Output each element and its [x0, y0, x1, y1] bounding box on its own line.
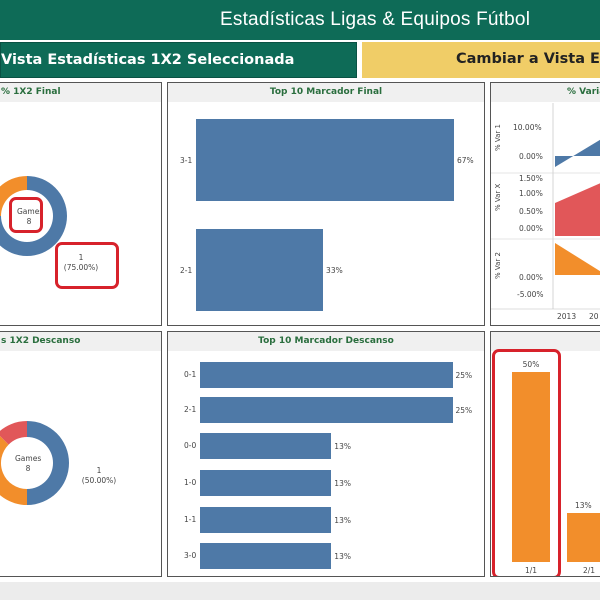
slice-percentage: (75.00%)	[63, 263, 99, 272]
value-label: 33%	[326, 266, 343, 275]
category-label: 0-0	[184, 441, 197, 450]
panel-title: Top 10 Marcador Descanso	[168, 332, 484, 351]
panel-title	[491, 332, 600, 351]
bar[interactable]	[196, 229, 324, 311]
y-tick: 1.50%	[519, 174, 543, 183]
x-tick: 2013	[557, 312, 577, 321]
panel-final-1x2: % 1X2 Final Games 8 1 (75.00%)	[0, 82, 162, 326]
value-label: 25%	[455, 371, 473, 380]
donut-slice	[0, 176, 27, 216]
y-tick: 10.00%	[513, 123, 542, 132]
dashboard-header: Estadísticas Ligas & Equipos Fútbol	[0, 0, 600, 40]
donut-center-value: 8	[26, 217, 32, 226]
panel-title: Top 10 Marcador Final	[168, 83, 484, 102]
y-tick: 1.00%	[519, 189, 543, 198]
donut-center-label: Games	[15, 454, 42, 463]
donut-slice	[0, 421, 27, 445]
variation-area-charts[interactable]	[491, 83, 600, 326]
bar[interactable]	[196, 119, 454, 201]
area-var-1	[555, 139, 600, 167]
x-tick: 20	[589, 312, 599, 321]
dashboard-title: Estadísticas Ligas & Equipos Fútbol	[220, 9, 531, 30]
category-label: 1/1	[524, 566, 538, 575]
y-axis-label: % Var X	[494, 183, 502, 211]
category-label: 3-0	[184, 551, 197, 560]
donut-slice	[0, 176, 67, 256]
area-var-2	[555, 243, 600, 275]
bar[interactable]	[200, 543, 332, 569]
y-tick: 0.50%	[519, 207, 543, 216]
bar[interactable]	[567, 512, 600, 562]
category-label: 0-1	[184, 370, 197, 379]
bar[interactable]	[200, 362, 453, 388]
panel-half-1x2: s 1X2 Descanso Games 8 1 (50.00%)	[0, 331, 162, 577]
slice-label: 1	[96, 466, 102, 475]
category-label: 1-1	[184, 515, 197, 524]
donut-slice	[27, 421, 69, 505]
value-label: 13%	[334, 552, 351, 561]
panel-title: s 1X2 Descanso	[0, 332, 161, 351]
highlight-box	[55, 242, 119, 289]
category-label: 2-1	[180, 266, 193, 275]
category-label: 3-1	[180, 156, 193, 165]
switch-view-label: Cambiar a Vista Esta	[456, 51, 600, 67]
panel-ht-ft: 50% 1/1 13% 2/1	[490, 331, 600, 577]
y-axis-label: % Var 1	[494, 124, 502, 151]
area-var-x	[555, 183, 600, 236]
value-label: 67%	[456, 156, 474, 165]
slice-percentage: (50.00%)	[81, 476, 117, 485]
donut-center-label: Games	[17, 207, 44, 216]
bar[interactable]	[200, 507, 332, 533]
category-label: 1-0	[184, 478, 197, 487]
category-label: 2-1	[184, 405, 197, 414]
panel-top10-final: Top 10 Marcador Final 3-1 67% 2-1 33%	[167, 82, 485, 326]
bar[interactable]	[512, 372, 550, 562]
y-tick: -5.00%	[517, 290, 544, 299]
highlight-box	[492, 349, 561, 576]
bar[interactable]	[200, 470, 332, 496]
category-label: 2/1	[583, 566, 596, 575]
y-tick: 0.00%	[519, 152, 543, 161]
switch-view-button[interactable]: Cambiar a Vista Esta	[362, 42, 600, 78]
y-tick: 0.00%	[519, 273, 543, 282]
final-donut-chart[interactable]	[0, 83, 162, 326]
highlight-box	[9, 197, 43, 233]
panel-title: % 1X2 Final	[0, 83, 161, 102]
footer-bar	[0, 582, 600, 600]
panel-top10-half: Top 10 Marcador Descanso 0-1 25% 2-1 25% 0-0…	[167, 331, 485, 577]
bar[interactable]	[200, 433, 332, 459]
value-label: 50%	[522, 360, 540, 369]
value-label: 13%	[334, 479, 351, 488]
y-tick: 0.00%	[519, 224, 543, 233]
panel-variation: % Varia % Var 1 % Var X % Var 2 10.00% 0…	[490, 82, 600, 326]
y-axis-label: % Var 2	[494, 252, 502, 279]
bar[interactable]	[200, 397, 453, 423]
value-label: 13%	[334, 516, 351, 525]
panel-title: % Varia	[491, 83, 600, 102]
half-donut-chart[interactable]	[0, 332, 162, 577]
donut-center-value: 8	[25, 464, 31, 473]
donut-slice	[0, 436, 27, 505]
current-view-label: Vista Estadísticas 1X2 Seleccionada	[1, 52, 295, 68]
value-label: 25%	[455, 406, 473, 415]
value-label: 13%	[575, 500, 592, 510]
slice-label: 1	[78, 253, 84, 262]
value-label: 13%	[334, 442, 351, 451]
current-view-button[interactable]: Vista Estadísticas 1X2 Seleccionada	[0, 42, 357, 78]
